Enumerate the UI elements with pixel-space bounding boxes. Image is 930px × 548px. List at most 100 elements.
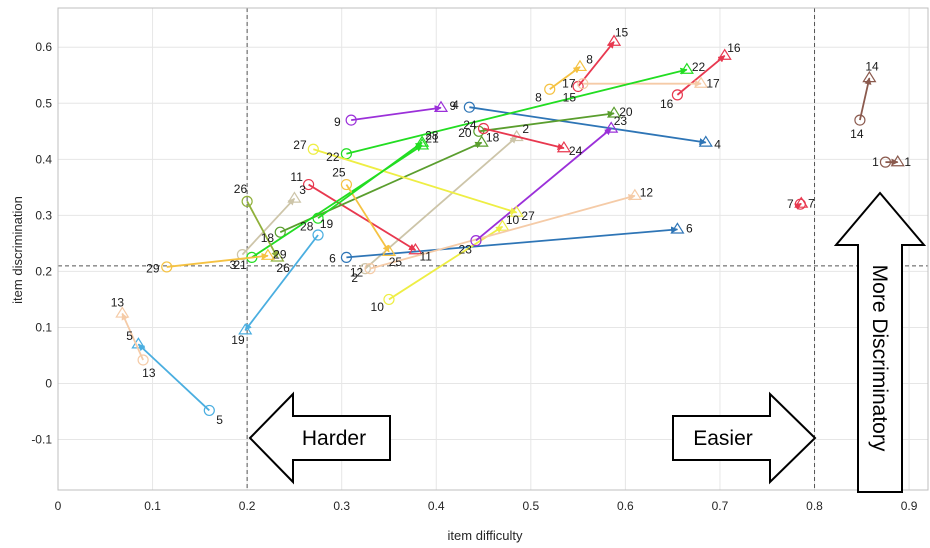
end-point-label: 4 xyxy=(714,137,721,151)
change-arrow xyxy=(549,66,581,90)
start-point-marker xyxy=(470,234,482,247)
start-point-label: 11 xyxy=(290,170,303,184)
end-point-label: 18 xyxy=(486,131,500,145)
end-point-label: 17 xyxy=(706,77,720,91)
end-point-label: 6 xyxy=(686,221,693,235)
item-28-series xyxy=(312,135,430,224)
right-arrow-icon xyxy=(672,391,817,485)
end-point-marker xyxy=(670,222,685,234)
change-arrow xyxy=(475,127,612,242)
start-point-label: 9 xyxy=(334,115,341,129)
x-axis-title: item difficulty xyxy=(448,528,523,543)
end-point-label: 27 xyxy=(521,209,535,223)
change-arrow xyxy=(794,202,802,210)
y-axis-ticks: -0.1 0 0.1 0.2 0.3 0.4 0.5 0.6 xyxy=(31,40,52,446)
item-8-series xyxy=(544,59,588,95)
item-11-series xyxy=(302,178,423,255)
start-point-marker xyxy=(312,229,324,241)
easier-label: Easier xyxy=(693,427,753,450)
start-point-label: 2 xyxy=(351,271,358,285)
change-arrow xyxy=(246,200,279,259)
start-point-label: 21 xyxy=(233,258,247,272)
reference-lines xyxy=(58,8,928,490)
end-point-label: 11 xyxy=(419,249,432,263)
start-point-label: 27 xyxy=(293,138,307,152)
end-point-label: 14 xyxy=(865,59,879,73)
change-arrow xyxy=(137,343,210,412)
start-point-label: 3 xyxy=(230,258,237,272)
item-23-series xyxy=(470,121,619,247)
x-tick-label: 0.1 xyxy=(144,499,161,513)
end-point-marker xyxy=(890,154,905,167)
end-point-label: 15 xyxy=(615,25,629,39)
start-point-marker xyxy=(383,293,395,306)
change-arrow xyxy=(676,54,726,96)
more-discriminatory-arrow-callout: More Discriminatory xyxy=(833,191,927,493)
item-13-series xyxy=(115,306,149,366)
end-point-label: 25 xyxy=(389,255,403,269)
start-point-label: 22 xyxy=(326,150,340,164)
item-6-series xyxy=(340,222,685,264)
y-tick-label: 0.5 xyxy=(35,96,52,110)
item-4-series xyxy=(463,101,713,147)
change-arrow xyxy=(313,148,518,215)
end-point-label: 5 xyxy=(126,329,133,343)
change-arrow xyxy=(244,234,319,331)
x-axis-ticks: 0 0.1 0.2 0.3 0.4 0.5 0.6 0.7 0.8 0.9 xyxy=(55,499,918,513)
y-axis-title: item discrimination xyxy=(10,196,25,304)
change-arrow xyxy=(166,252,269,268)
start-point-marker xyxy=(137,354,149,366)
start-point-label: 10 xyxy=(371,300,385,314)
start-point-label: 4 xyxy=(452,98,459,112)
item-10-series xyxy=(383,219,510,306)
change-arrow xyxy=(346,226,679,259)
start-point-marker xyxy=(340,178,353,191)
start-point-marker xyxy=(307,143,319,155)
item-9-series xyxy=(345,100,449,126)
item-1-series xyxy=(879,154,905,168)
item-7-series xyxy=(794,196,809,210)
start-point-label: 12 xyxy=(350,265,364,279)
start-point-label: 1 xyxy=(872,155,879,169)
end-point-label: 16 xyxy=(727,41,741,55)
change-arrow xyxy=(859,77,872,121)
x-tick-label: 0.3 xyxy=(333,499,350,513)
start-point-label: 20 xyxy=(458,126,472,140)
item-27-series xyxy=(307,143,524,217)
start-point-marker xyxy=(477,122,490,135)
x-tick-label: 0.5 xyxy=(522,499,539,513)
item-26-series xyxy=(241,195,285,262)
start-point-marker xyxy=(544,83,556,95)
start-point-label: 8 xyxy=(535,91,542,105)
start-point-marker xyxy=(854,114,866,126)
y-tick-label: 0.4 xyxy=(35,152,52,166)
x-tick-label: 0.6 xyxy=(617,499,634,513)
change-arrow xyxy=(345,184,390,253)
item-22-series xyxy=(340,62,694,160)
change-arrow xyxy=(317,141,423,219)
start-point-label: 5 xyxy=(216,413,223,427)
start-point-label: 28 xyxy=(300,219,314,233)
item-12-series xyxy=(364,188,642,275)
start-point-label: 29 xyxy=(146,261,160,275)
x-tick-label: 0.7 xyxy=(712,499,729,513)
easier-arrow-callout: Easier xyxy=(672,391,817,485)
item-29-series xyxy=(161,248,276,273)
change-arrow xyxy=(351,105,442,121)
x-tick-label: 0.4 xyxy=(428,499,445,513)
x-tick-label: 0.2 xyxy=(239,499,256,513)
start-point-label: 23 xyxy=(459,243,473,257)
start-point-marker xyxy=(274,226,286,238)
end-point-label: 22 xyxy=(692,60,706,74)
start-point-label: 15 xyxy=(563,90,577,104)
change-arrow xyxy=(121,312,144,361)
start-point-marker xyxy=(364,263,376,275)
end-point-label: 19 xyxy=(231,333,245,347)
change-arrow xyxy=(483,127,565,151)
x-tick-label: 0.9 xyxy=(901,499,918,513)
end-point-label: 21 xyxy=(425,132,439,146)
change-arrow xyxy=(369,194,636,270)
x-tick-label: 0 xyxy=(55,499,62,513)
end-point-label: 20 xyxy=(619,105,633,119)
